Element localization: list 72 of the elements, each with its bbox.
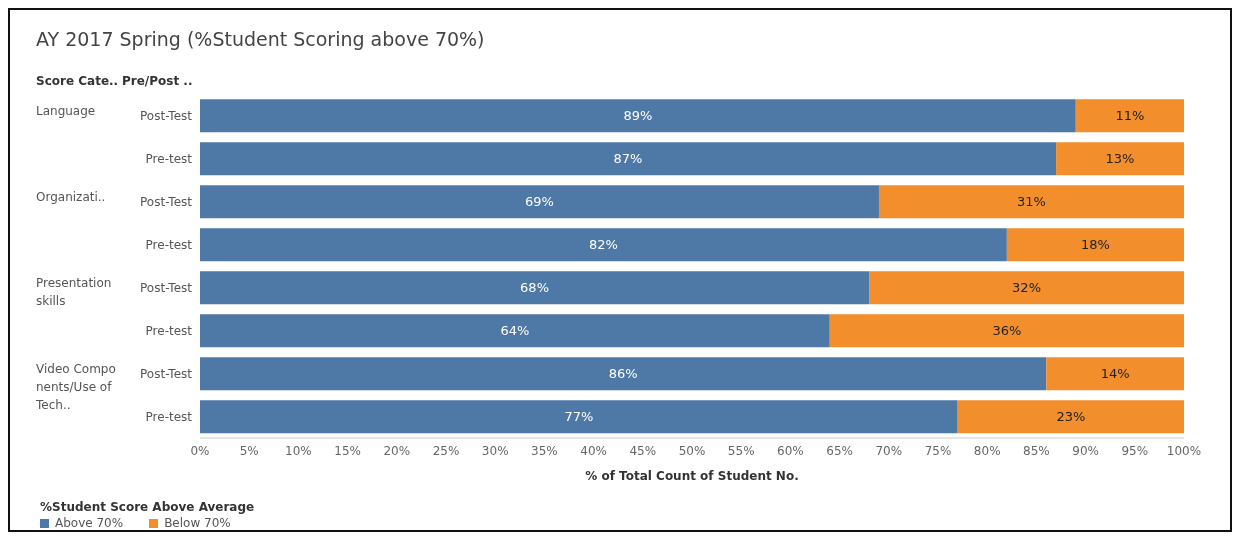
y-tick-label: Pre-test — [145, 151, 193, 166]
legend-label: Above 70% — [55, 516, 124, 530]
bar — [200, 99, 1076, 133]
x-tick-label: 100% — [1166, 443, 1202, 458]
x-tick-label: 85% — [1023, 443, 1050, 458]
data-label: 23% — [1056, 408, 1086, 424]
bar — [200, 185, 879, 219]
data-label: 77% — [564, 408, 594, 424]
data-label: 36% — [992, 322, 1022, 338]
y-tick-label: Post-Test — [140, 108, 193, 123]
text: Pre/Post .. — [122, 74, 193, 88]
data-label: 86% — [608, 365, 638, 381]
legend-label: Below 70% — [164, 516, 231, 530]
x-tick-label: 90% — [1072, 443, 1099, 458]
data-label: 87% — [613, 150, 643, 166]
text: Presentation skills — [36, 275, 113, 310]
bar — [200, 314, 830, 348]
x-tick-label: 75% — [924, 443, 952, 458]
bar — [878, 185, 1184, 219]
x-tick-label: 50% — [678, 443, 706, 458]
x-tick-label: 5% — [239, 443, 259, 458]
data-label: 11% — [1115, 107, 1145, 123]
y-tick-label: Pre-test — [145, 409, 193, 424]
x-tick-label: 70% — [875, 443, 903, 458]
x-tick-label: 80% — [973, 443, 1001, 458]
bar — [957, 400, 1184, 434]
x-tick-label: 35% — [531, 443, 558, 458]
x-tick-label: 65% — [826, 443, 853, 458]
bar — [869, 271, 1184, 305]
text: Organizati.. — [36, 189, 107, 206]
x-tick-label: 15% — [334, 443, 361, 458]
x-tick-label: 30% — [481, 443, 509, 458]
text: Score Cate.. — [36, 74, 119, 88]
bar — [829, 314, 1184, 348]
bar — [200, 271, 870, 305]
data-label: 32% — [1012, 279, 1042, 295]
bar — [1006, 228, 1184, 262]
bar — [200, 400, 958, 434]
data-label: 13% — [1105, 150, 1135, 166]
data-label: 68% — [520, 279, 550, 295]
x-tick-label: 40% — [580, 443, 607, 458]
bar — [200, 357, 1047, 391]
x-axis-title: % of Total Count of Student No. — [585, 469, 799, 483]
bar — [1056, 142, 1184, 176]
data-label: 89% — [623, 107, 653, 123]
y-tick-label: Pre-test — [145, 323, 193, 338]
x-tick-label: 60% — [777, 443, 804, 458]
x-tick-label: 55% — [727, 443, 755, 458]
x-tick-label: 10% — [285, 443, 312, 458]
y-tick-label: Pre-test — [145, 237, 193, 252]
x-tick-label: 25% — [432, 443, 460, 458]
bar — [200, 228, 1007, 262]
bar — [1075, 99, 1184, 133]
data-label: 82% — [588, 236, 618, 252]
y-tick-label: Post-Test — [140, 194, 193, 209]
data-label: 69% — [525, 193, 554, 209]
legend-title: %Student Score Above Average — [40, 500, 255, 514]
x-tick-label: 0% — [190, 443, 210, 458]
bar — [200, 142, 1057, 176]
data-label: 31% — [1017, 193, 1046, 209]
y-tick-label: Post-Test — [140, 280, 193, 295]
data-label: 64% — [500, 322, 530, 338]
y-tick-label: Post-Test — [140, 366, 193, 381]
bar — [1046, 357, 1184, 391]
text: Language — [36, 103, 97, 120]
data-label: 18% — [1080, 236, 1110, 252]
text: Video Components/Use of Tech.. — [36, 361, 117, 414]
x-tick-label: 45% — [629, 443, 657, 458]
chart-title: AY 2017 Spring (%Student Scoring above 70%) — [36, 28, 485, 50]
data-label: 14% — [1100, 365, 1130, 381]
x-tick-label: 20% — [383, 443, 411, 458]
x-tick-label: 95% — [1121, 443, 1149, 458]
